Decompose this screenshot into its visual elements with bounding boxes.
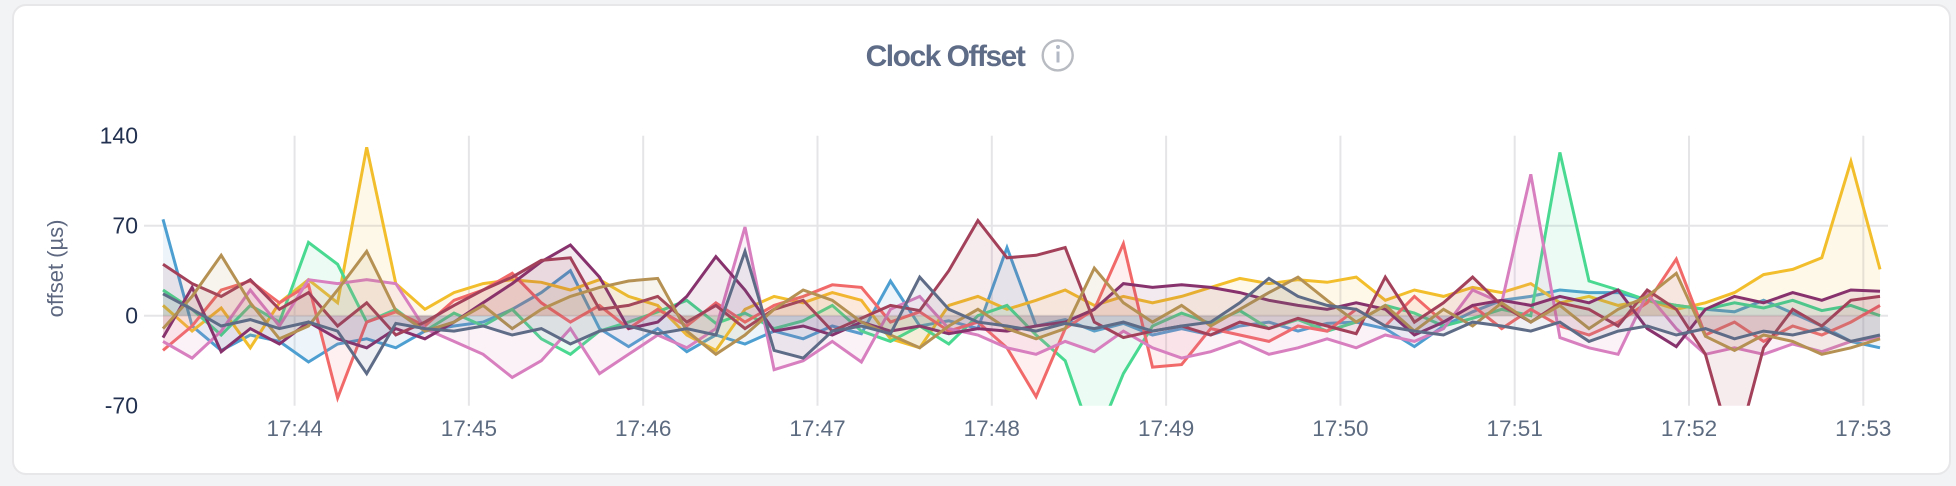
svg-text:17:48: 17:48 (964, 416, 1020, 441)
svg-text:17:51: 17:51 (1487, 416, 1543, 441)
svg-text:-70: -70 (105, 393, 138, 419)
svg-text:17:50: 17:50 (1312, 416, 1368, 441)
svg-text:17:45: 17:45 (441, 416, 497, 441)
svg-text:17:52: 17:52 (1661, 416, 1717, 441)
svg-text:17:49: 17:49 (1138, 416, 1194, 441)
svg-text:17:46: 17:46 (615, 416, 671, 441)
svg-text:17:53: 17:53 (1835, 416, 1891, 441)
svg-text:offset (µs): offset (µs) (43, 219, 68, 317)
svg-text:140: 140 (100, 123, 138, 149)
svg-text:70: 70 (112, 213, 138, 239)
svg-text:17:47: 17:47 (789, 416, 845, 441)
svg-text:Clock Offset: Clock Offset (866, 40, 1026, 73)
svg-text:0: 0 (125, 303, 138, 329)
svg-text:17:44: 17:44 (266, 416, 322, 441)
